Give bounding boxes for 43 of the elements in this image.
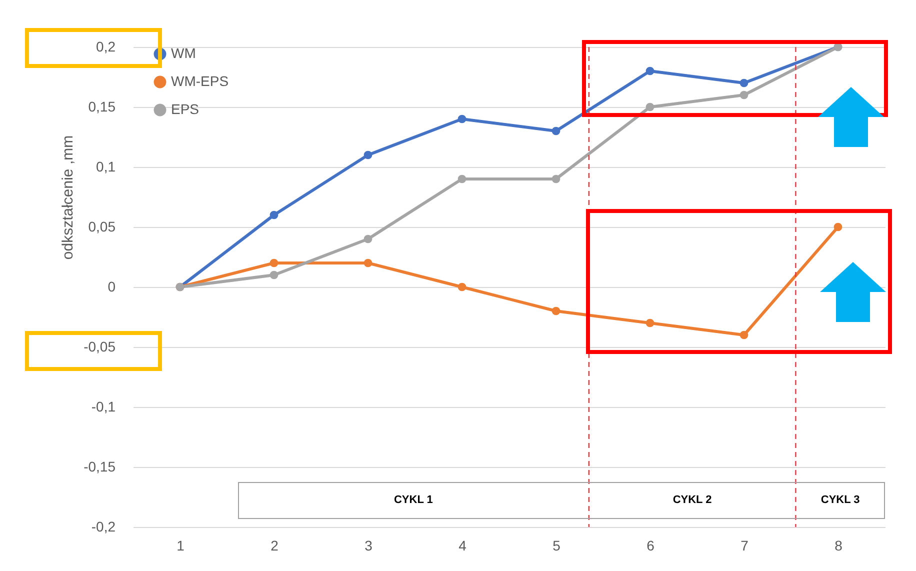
legend-label: EPS [171, 101, 200, 117]
y-tick-label: 0,05 [88, 218, 116, 234]
y-tick-label: 0,2 [96, 38, 116, 54]
y-tick-label: 0,1 [96, 158, 116, 174]
annotation: CYKL 3 [820, 494, 860, 506]
point [646, 66, 654, 76]
y-tick-label: -0,15 [84, 458, 116, 474]
x-tick-label: 1 [176, 538, 185, 554]
x-tick-label: 4 [458, 538, 467, 554]
point [740, 78, 748, 88]
y-tick-label: -0,1 [91, 398, 116, 414]
legend-label: WM [171, 45, 196, 61]
point [364, 150, 372, 160]
y-axis-title: odkształcenie ,mm [60, 135, 77, 260]
x-tick-label: 6 [646, 538, 655, 554]
point [552, 126, 560, 136]
x-tick-label: 5 [552, 538, 561, 554]
point [270, 210, 278, 220]
y-tick-label: 0 [108, 278, 116, 294]
annotation: CYKL 2 [672, 494, 712, 506]
point [458, 114, 466, 124]
point [740, 90, 748, 100]
point [552, 174, 560, 184]
point [364, 258, 372, 268]
legend-label: WM-EPS [171, 73, 229, 89]
point [646, 102, 654, 112]
annotation: CYKL 1 [394, 494, 433, 506]
point [646, 318, 654, 328]
point [364, 234, 372, 244]
y-tick-label: 0,15 [88, 98, 116, 114]
point [270, 258, 278, 268]
point [834, 222, 842, 232]
point [552, 306, 560, 316]
y-tick-label: -0,2 [91, 518, 116, 534]
x-tick-label: 8 [834, 538, 843, 554]
x-tick-label: 2 [270, 538, 279, 554]
point [458, 282, 466, 292]
point [458, 174, 466, 184]
y-tick-label: -0,05 [84, 338, 116, 354]
x-tick-label: 7 [740, 538, 749, 554]
point [740, 330, 748, 340]
point [270, 270, 278, 280]
x-tick-label: 3 [364, 538, 373, 554]
